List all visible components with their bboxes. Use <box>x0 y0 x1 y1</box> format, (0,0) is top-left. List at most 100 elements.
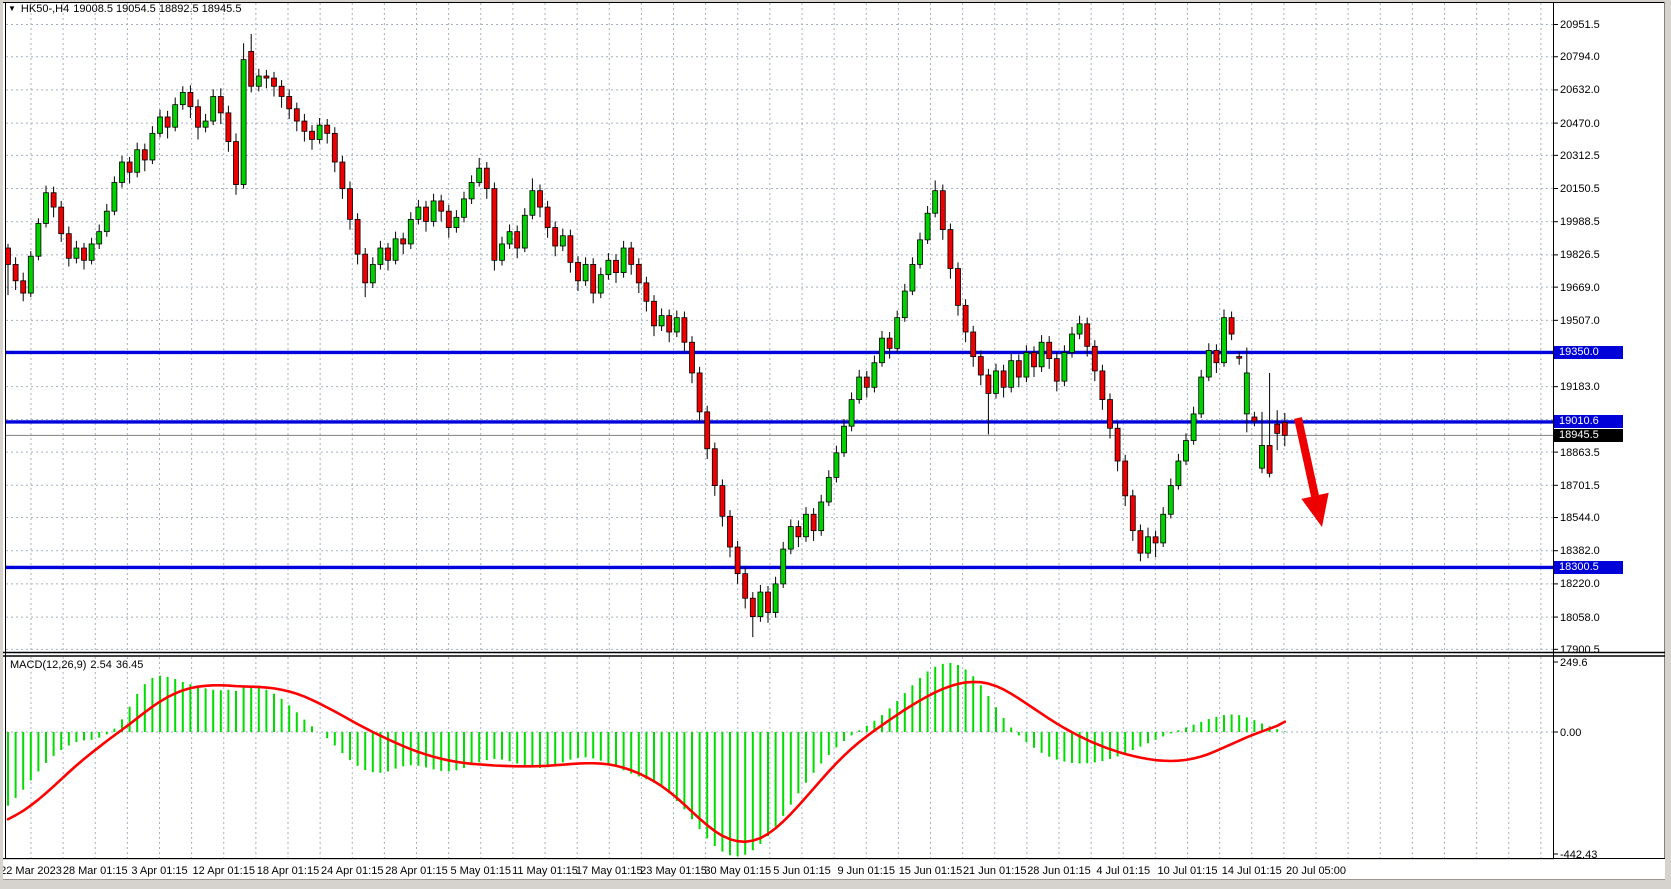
bear-candle <box>50 192 57 208</box>
bear-candle <box>309 130 315 140</box>
bear-candle <box>939 190 946 230</box>
bear-candle <box>1099 370 1106 400</box>
price-axis-label: 18058.0 <box>1560 611 1600 624</box>
bull-candle <box>605 259 612 276</box>
price-axis-label: 19988.5 <box>1560 216 1600 229</box>
bear-candle <box>666 315 673 333</box>
time-axis-label: 9 Jun 01:15 <box>837 865 896 877</box>
bear-candle <box>491 188 498 261</box>
bull-candle <box>597 274 604 294</box>
bear-candle <box>278 85 285 97</box>
chart-borders <box>3 2 1665 880</box>
grid <box>6 3 1553 858</box>
bull-candle <box>841 425 847 454</box>
time-axis-label: 15 Jun 01:15 <box>898 865 963 877</box>
bear-candle <box>1053 358 1060 382</box>
time-axis-label: 3 Apr 01:15 <box>131 865 188 877</box>
bear-candle <box>58 206 65 235</box>
bull-candle <box>43 192 49 224</box>
macd-axis-label: -442.43 <box>1560 848 1598 861</box>
bull-candle <box>27 255 34 294</box>
bear-candle <box>575 261 581 282</box>
bull-candle <box>1160 513 1167 544</box>
bull-candle <box>993 370 999 394</box>
bull-candle <box>780 548 787 585</box>
bear-candle <box>362 253 369 284</box>
bear-candle <box>1281 422 1288 436</box>
macd-indicator-chart <box>6 663 1287 857</box>
bull-candle <box>377 247 384 265</box>
bear-candle <box>1015 360 1022 378</box>
bear-candle <box>248 51 255 87</box>
bear-candle <box>765 591 771 613</box>
symbol-dropdown-icon[interactable]: ▼ <box>8 4 16 13</box>
bull-candle <box>202 120 209 128</box>
bull-candle <box>1145 536 1151 554</box>
bear-candle <box>271 77 277 87</box>
bear-candle <box>1251 416 1258 422</box>
bear-candle <box>537 190 543 208</box>
bull-candle <box>856 376 863 400</box>
macd-indicator-label: MACD(12,26,9) 2.54 36.45 <box>10 659 147 671</box>
macd-value-main: 2.54 <box>90 659 112 671</box>
bull-candle <box>871 362 878 388</box>
bull-candle <box>369 264 376 284</box>
bull-candle <box>415 206 422 220</box>
bull-candle <box>476 167 483 183</box>
bull-candle <box>757 591 764 618</box>
bull-candle <box>833 452 840 478</box>
bear-candle <box>301 120 308 132</box>
trend-arrow-annotation[interactable] <box>1294 417 1329 527</box>
bear-candle <box>423 206 429 222</box>
bear-candle <box>962 304 969 333</box>
bull-candle <box>134 149 141 173</box>
bear-candle <box>5 247 11 265</box>
bull-candle <box>1008 360 1015 388</box>
bull-candle <box>1038 341 1045 368</box>
bear-candle <box>1137 530 1144 554</box>
bear-candle <box>1228 317 1235 335</box>
bull-candle <box>521 214 528 249</box>
bull-candle <box>468 182 475 200</box>
time-axis[interactable]: 22 Mar 2023 28 Mar 01:15 3 Apr 01:15 12 Apr… <box>3 860 1665 879</box>
bear-candle <box>514 231 521 249</box>
bear-candle <box>81 247 87 261</box>
price-level-tag: 19010.6 <box>1554 415 1623 429</box>
bear-candle <box>795 526 802 538</box>
bear-candle <box>141 149 148 161</box>
bear-candle <box>1266 445 1273 474</box>
time-axis-label: 10 Jul 01:15 <box>1157 865 1218 877</box>
bear-candle <box>643 282 650 302</box>
bull-candle <box>210 96 217 122</box>
bear-candle <box>635 264 642 284</box>
bear-candle <box>727 515 733 548</box>
bear-candle <box>1122 460 1129 497</box>
bull-candle <box>172 104 179 128</box>
bull-candle <box>461 198 467 218</box>
bear-candle <box>1114 427 1121 462</box>
bear-candle <box>1107 399 1113 429</box>
bull-candle <box>582 264 589 282</box>
bear-candle <box>1046 341 1053 360</box>
bull-candle <box>818 501 825 532</box>
macd-axis-label: 249.6 <box>1560 656 1588 669</box>
bull-candle <box>240 59 247 185</box>
bear-candle <box>711 448 718 486</box>
bull-candle <box>1243 372 1250 415</box>
bull-candle <box>1023 352 1030 378</box>
macd-axis-label: 0.00 <box>1560 726 1582 739</box>
bear-candle <box>810 513 817 532</box>
bear-candle <box>955 268 961 306</box>
bear-candle <box>331 132 338 163</box>
price-axis-label: 18701.5 <box>1560 479 1600 492</box>
bear-candle <box>438 200 445 212</box>
bear-candle <box>567 235 574 263</box>
bear-candle <box>1213 350 1220 364</box>
bull-candle <box>772 583 779 613</box>
arrow-shaft <box>1294 417 1319 497</box>
bull-candle <box>407 218 414 245</box>
bull-candle <box>673 317 680 333</box>
bear-candle <box>1274 423 1281 434</box>
time-axis-label: 14 Jul 01:15 <box>1221 865 1282 877</box>
